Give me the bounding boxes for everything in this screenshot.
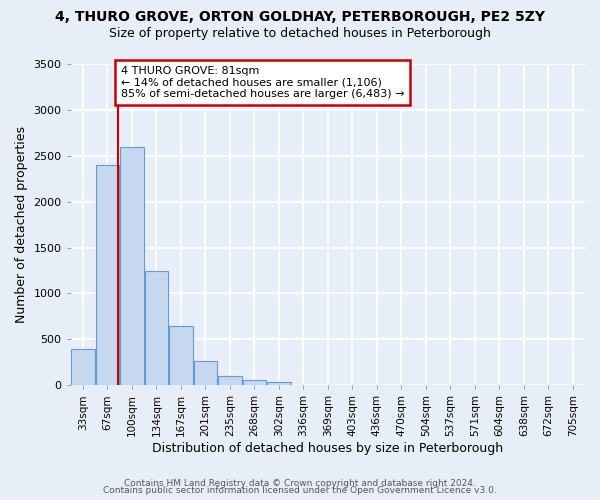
X-axis label: Distribution of detached houses by size in Peterborough: Distribution of detached houses by size … [152,442,503,455]
Text: Contains HM Land Registry data © Crown copyright and database right 2024.: Contains HM Land Registry data © Crown c… [124,478,476,488]
Bar [145,270,168,386]
Text: 4, THURO GROVE, ORTON GOLDHAY, PETERBOROUGH, PE2 5ZY: 4, THURO GROVE, ORTON GOLDHAY, PETERBORO… [55,10,545,24]
Bar [194,362,217,386]
Text: Size of property relative to detached houses in Peterborough: Size of property relative to detached ho… [109,28,491,40]
Bar [243,380,266,386]
Bar [71,348,95,386]
Bar [121,146,143,386]
Text: 4 THURO GROVE: 81sqm
← 14% of detached houses are smaller (1,106)
85% of semi-de: 4 THURO GROVE: 81sqm ← 14% of detached h… [121,66,404,99]
Bar [96,165,119,386]
Y-axis label: Number of detached properties: Number of detached properties [15,126,28,323]
Bar [169,326,193,386]
Bar [267,382,290,386]
Text: Contains public sector information licensed under the Open Government Licence v3: Contains public sector information licen… [103,486,497,495]
Bar [218,376,242,386]
